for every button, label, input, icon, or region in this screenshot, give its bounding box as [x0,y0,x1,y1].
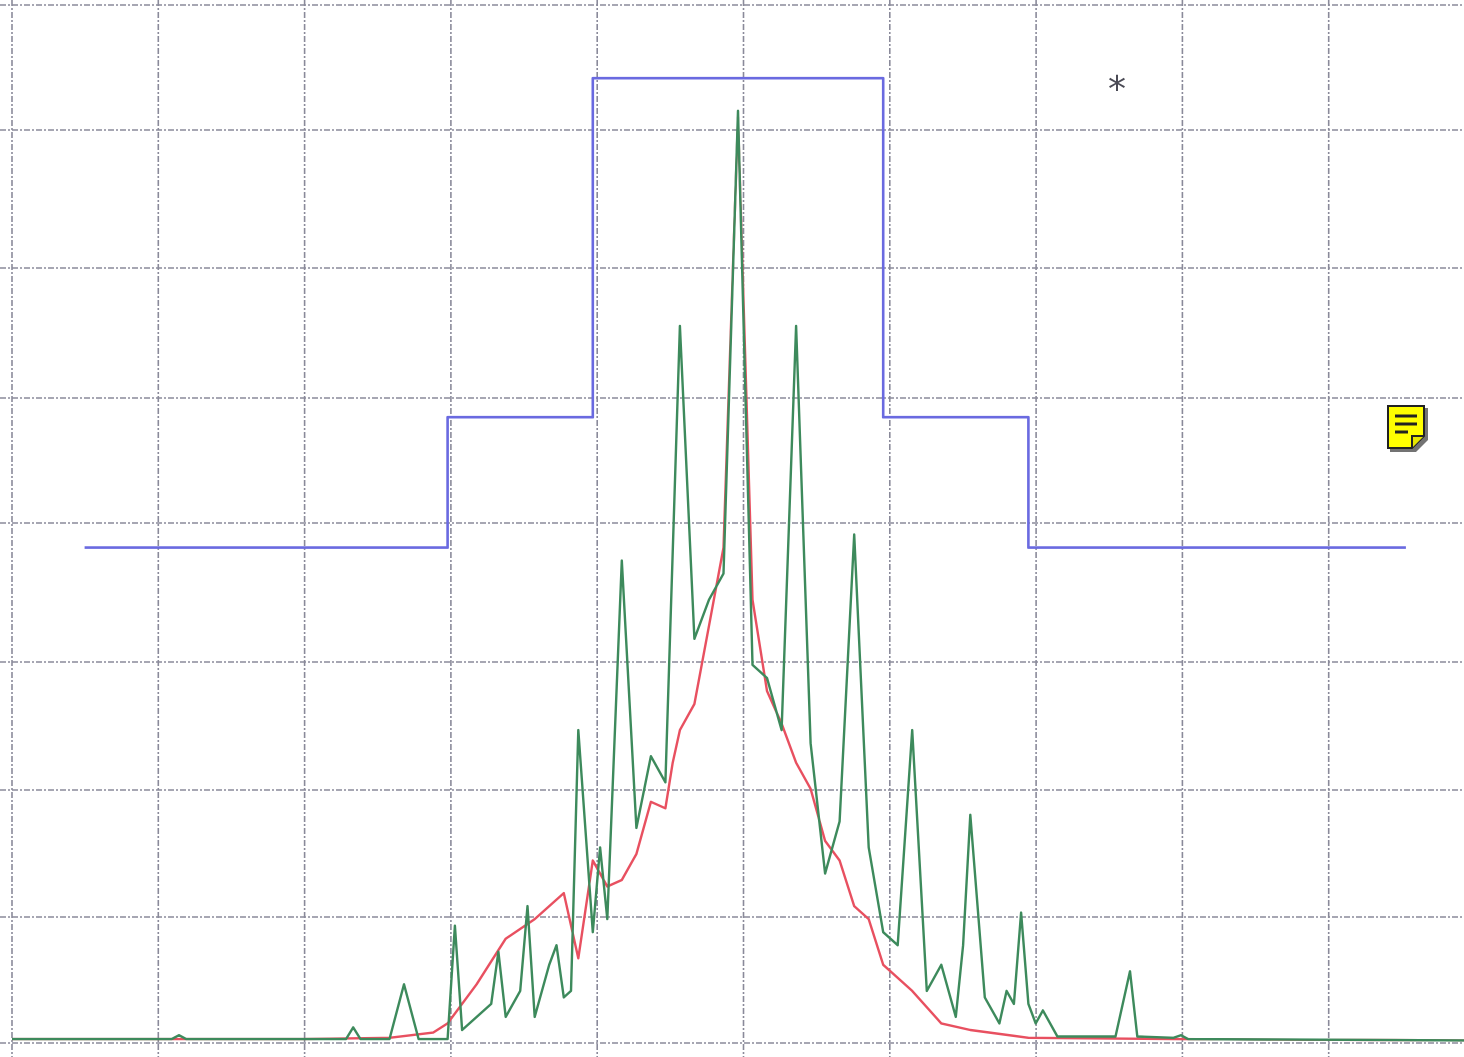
sticky-note-icon[interactable] [1386,404,1428,452]
star-annotation: * [1108,69,1126,110]
series-line-3 [12,109,1464,1042]
series-line-2 [12,116,1464,1042]
chart-series-group [12,76,1464,1042]
series-line-1 [84,76,1406,549]
